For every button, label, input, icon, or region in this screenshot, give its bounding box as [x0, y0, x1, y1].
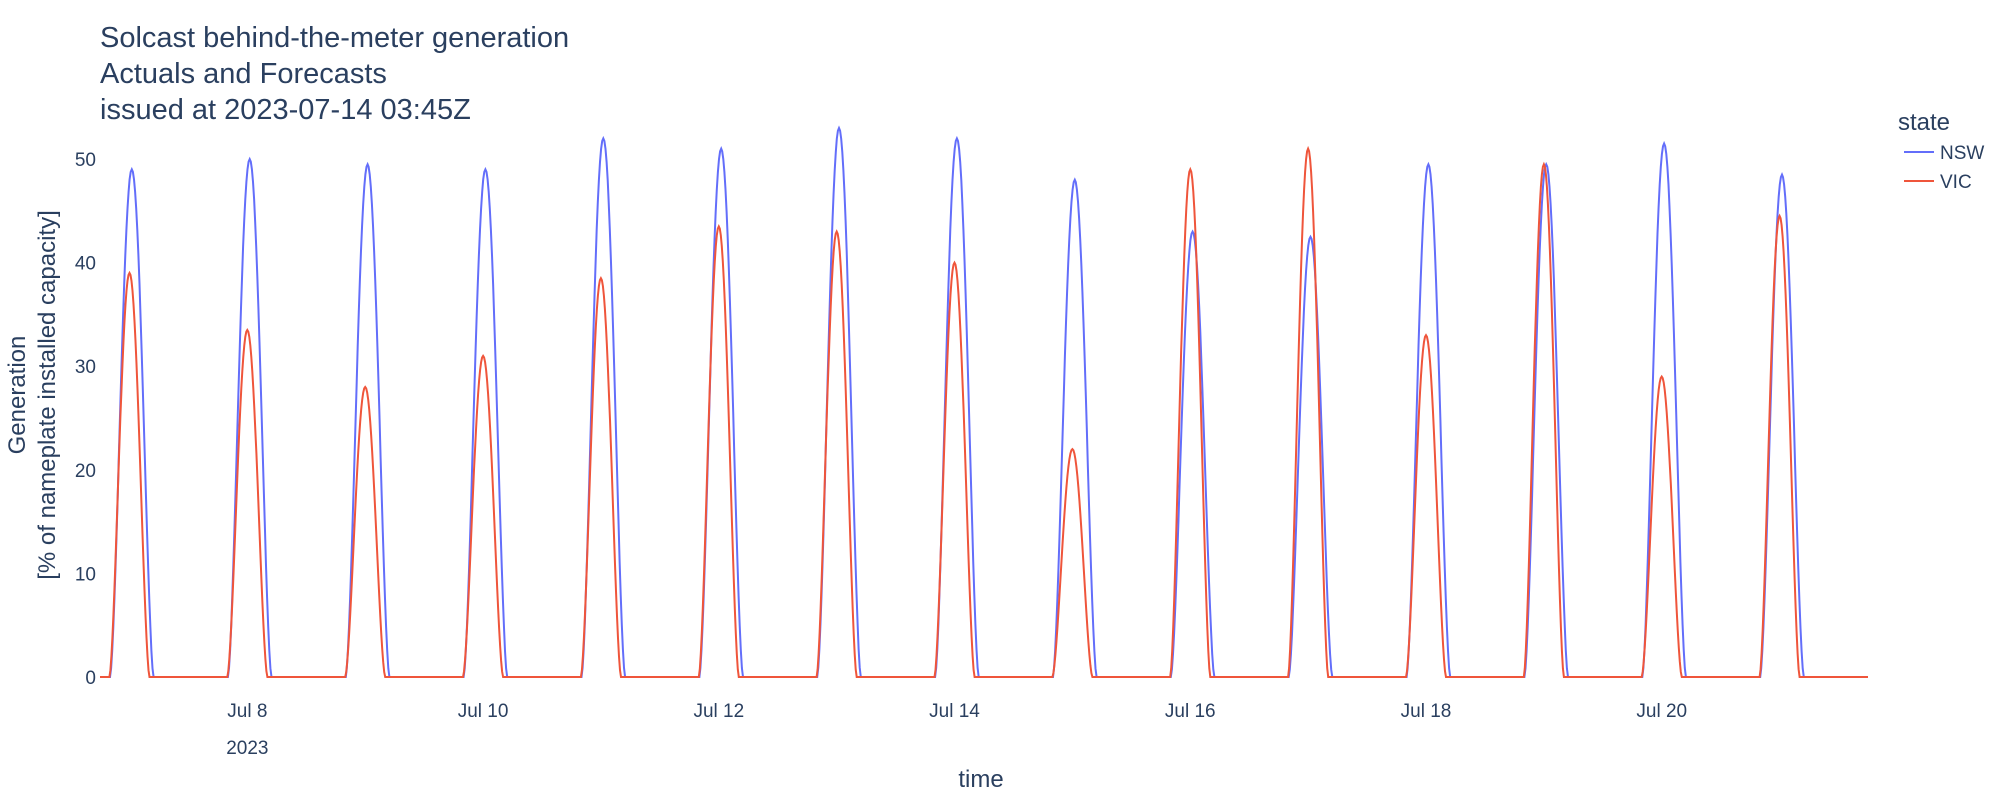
- legend-title: state: [1898, 109, 1950, 136]
- chart-title-line-2: Actuals and Forecasts: [100, 58, 387, 90]
- legend-label-nsw[interactable]: NSW: [1940, 143, 1984, 164]
- x-tick-label: Jul 14: [929, 701, 980, 722]
- chart-title: Solcast behind-the-meter generation Actu…: [100, 20, 569, 128]
- legend-label-vic[interactable]: VIC: [1940, 172, 1972, 193]
- legend[interactable]: state NSW VIC: [1898, 109, 1984, 193]
- x-tick-label: Jul 10: [458, 701, 509, 722]
- y-axis-title-line-2: [% of nameplate installed capacity]: [34, 210, 61, 580]
- series-line-vic[interactable]: [100, 145, 1868, 678]
- series-line-nsw[interactable]: [100, 125, 1868, 678]
- y-tick-label: 30: [75, 357, 96, 378]
- x-axis: Jul 8 2023 Jul 10 Jul 12 Jul 14 Jul 16 Jul 18 J…: [226, 701, 1687, 759]
- x-tick-sublabel: 2023: [226, 738, 268, 759]
- y-axis-title-line-1: Generation: [4, 336, 31, 455]
- x-tick-label: Jul 8: [227, 701, 267, 722]
- y-tick-label: 50: [75, 150, 96, 171]
- x-tick-label: Jul 16: [1165, 701, 1216, 722]
- x-tick-label: Jul 20: [1636, 701, 1687, 722]
- y-axis: 0 10 20 30 40 50: [75, 150, 96, 689]
- x-tick-label: Jul 12: [693, 701, 744, 722]
- y-tick-label: 40: [75, 254, 96, 275]
- x-tick-label: Jul 18: [1401, 701, 1452, 722]
- chart-title-line-1: Solcast behind-the-meter generation: [100, 22, 570, 54]
- x-axis-title: time: [958, 766, 1003, 793]
- y-tick-label: 0: [85, 668, 96, 689]
- y-tick-label: 20: [75, 461, 96, 482]
- y-tick-label: 10: [75, 564, 96, 585]
- chart-title-line-3: issued at 2023-07-14 03:45Z: [100, 94, 471, 126]
- series-layer: [100, 125, 1868, 678]
